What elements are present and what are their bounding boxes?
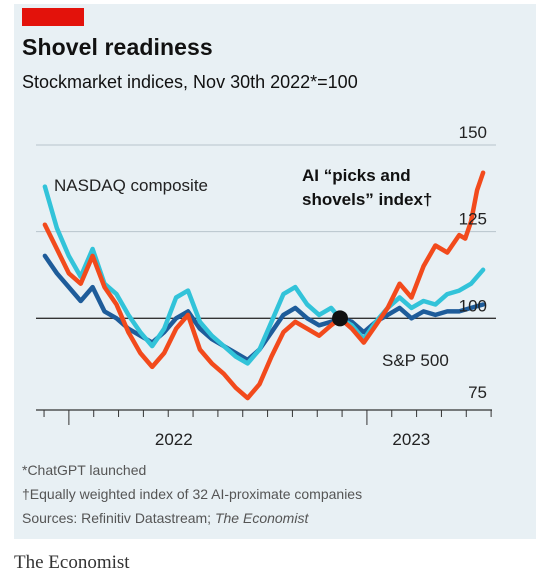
y-tick-label: 75 — [468, 383, 487, 402]
brand-logo: The Economist — [14, 552, 130, 573]
y-tick-label: 150 — [459, 123, 487, 142]
y-tick-label: 100 — [459, 296, 487, 315]
ai-index-label-line1: AI “picks and — [302, 166, 411, 185]
sources-source: The Economist — [214, 510, 309, 526]
series-nasdaq — [42, 184, 486, 366]
chart-subtitle: Stockmarket indices, Nov 30th 2022*=100 — [22, 72, 358, 92]
footnote-index-definition: †Equally weighted index of 32 AI-proxima… — [22, 486, 363, 502]
chart-title: Shovel readiness — [22, 34, 213, 60]
chart-labels: 75 100 125 150 2022 2023 NASDAQ composite S&P 5… — [54, 123, 487, 449]
footnote-chatgpt: *ChatGPT launched — [22, 462, 147, 478]
sp500-label: S&P 500 — [382, 351, 449, 370]
y-tick-label: 125 — [459, 210, 487, 229]
gridlines — [36, 144, 496, 233]
x-tick-label: 2022 — [155, 430, 193, 449]
sources-note: Sources: Refinitiv Datastream; The Econo… — [22, 510, 308, 526]
red-tag — [22, 8, 84, 26]
sources-prefix: Sources: Refinitiv Datastream; — [22, 510, 215, 526]
series-ai-index — [42, 170, 486, 401]
x-tick-label: 2023 — [392, 430, 430, 449]
ai-index-label-line2: shovels” index† — [302, 190, 432, 209]
chatgpt-marker — [332, 310, 348, 327]
nasdaq-label: NASDAQ composite — [54, 176, 208, 195]
x-axis — [36, 409, 492, 425]
series-lines — [42, 170, 486, 401]
